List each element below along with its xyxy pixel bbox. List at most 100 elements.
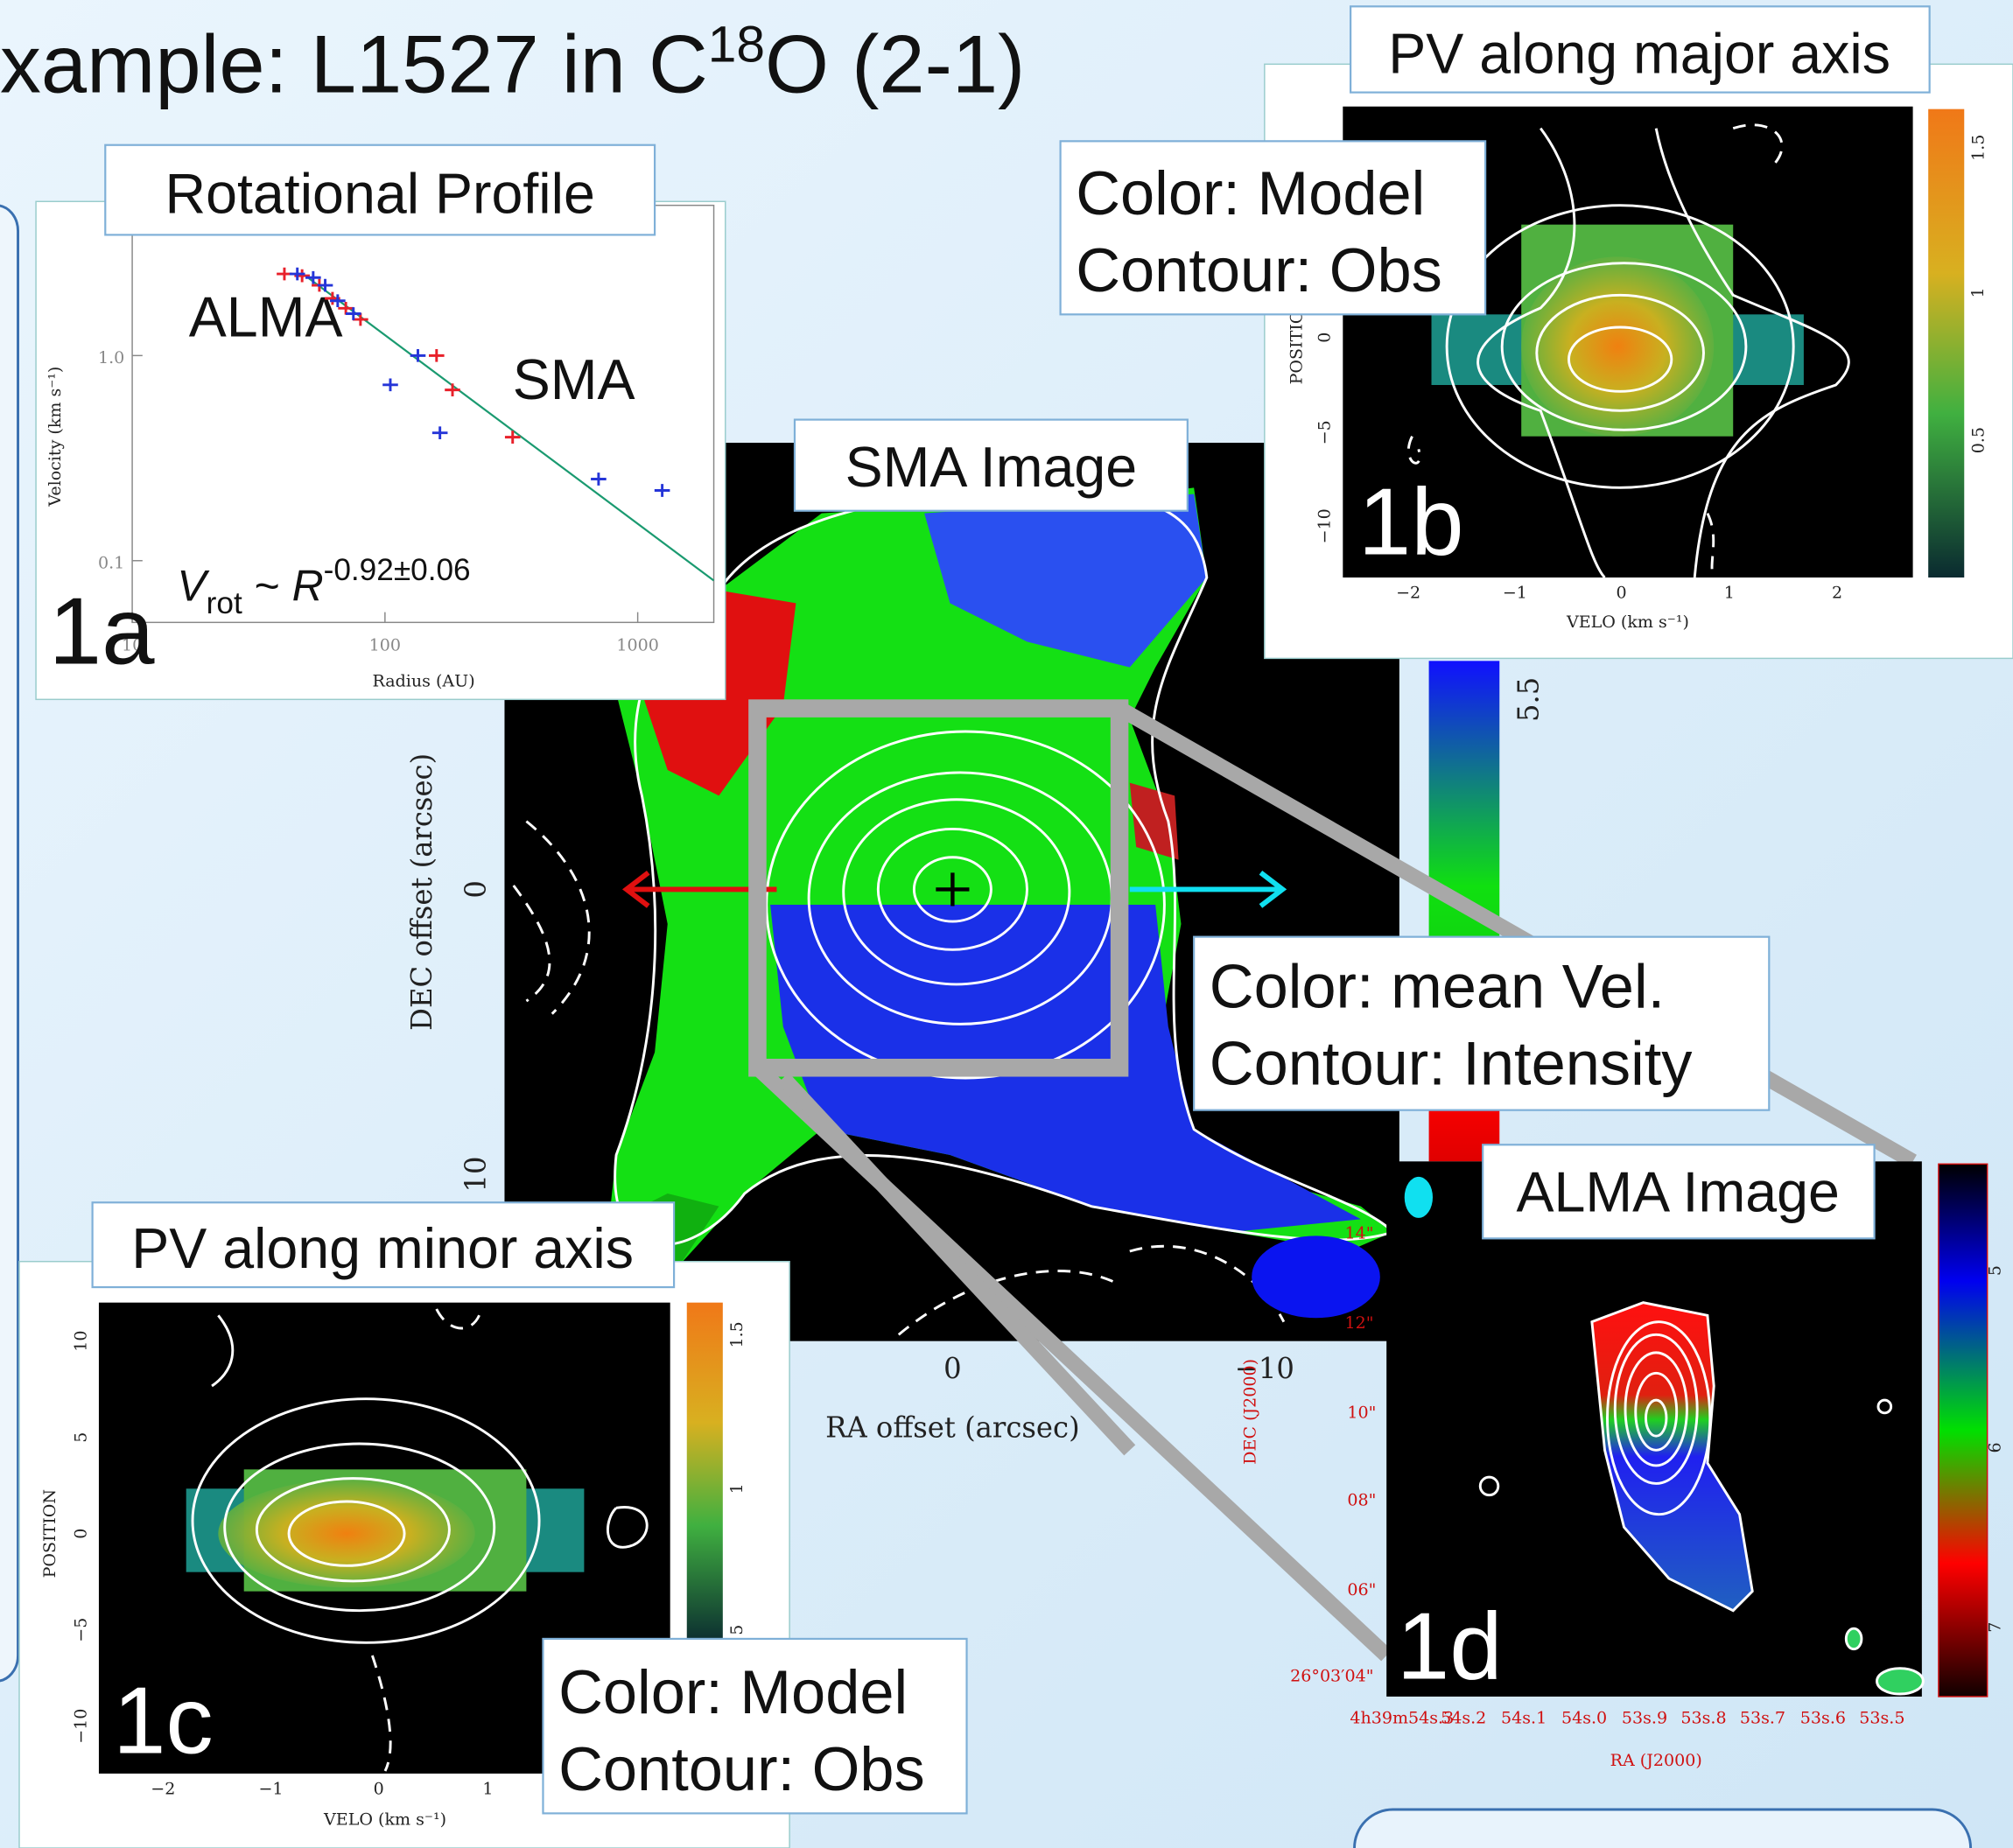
label-box: ALMA Image (1483, 1144, 1874, 1238)
cbar-tick: 1.5 (727, 1321, 747, 1348)
annotation: SMA (513, 348, 635, 411)
label-box: PV along major axis (1350, 6, 1930, 92)
cbar-tick: 5 (727, 1625, 747, 1635)
y-label: POSITION (40, 1489, 60, 1578)
label-box: SMA Image (795, 420, 1188, 511)
x-label: VELO (km s⁻¹) (1566, 612, 1689, 632)
x-label: Radius (AU) (372, 672, 474, 691)
x-label: RA offset (arcsec) (825, 1411, 1080, 1445)
overlay-box: Color: Model Contour: Obs (543, 1639, 966, 1813)
overlay-text: Color: Model (1076, 158, 1425, 228)
y-tick-label: 5 (71, 1432, 90, 1443)
title-text: O (2-1) (765, 18, 1025, 110)
side-box (0, 206, 18, 1682)
y-tick-label: −10 (71, 1709, 90, 1744)
corner-box (1355, 1810, 1971, 1848)
page: {"title":{"pre":"xample: L1527 in C","su… (0, 0, 2013, 1848)
y-tick-label: 12" (1345, 1313, 1374, 1333)
y-tick-label: 10 (71, 1331, 90, 1352)
colorbar (1939, 1164, 1988, 1697)
title-sup: 18 (708, 16, 765, 73)
y-label: Velocity (km s⁻¹) (46, 367, 65, 508)
box-label: PV along major axis (1388, 23, 1890, 86)
y-tick-label: 1.0 (98, 348, 124, 368)
x-tick-label: −2 (1396, 583, 1420, 602)
y-tick-label: 08" (1347, 1490, 1376, 1509)
y-tick-label: 0 (459, 880, 492, 899)
x-tick-label: 100 (369, 636, 401, 655)
label-box: PV along minor axis (93, 1202, 674, 1287)
cbar-tick: 7 (1985, 1622, 2004, 1633)
colorbar (687, 1303, 723, 1646)
slide: xample: L1527 in C18O (2-1) 5.5 DEC offs… (0, 0, 2013, 1848)
x-tick-label: 1 (482, 1779, 493, 1798)
law-part: -0.92±0.06 (324, 553, 471, 587)
y-tick-label: 14" (1345, 1223, 1374, 1242)
x-tick-label: −2 (151, 1779, 175, 1798)
overlay-text: Contour: Intensity (1210, 1028, 1694, 1097)
x-tick-label: 0 (374, 1779, 384, 1798)
beam (1405, 1177, 1433, 1218)
panel-label: 1a (49, 578, 155, 683)
overlay-text: Color: Model (558, 1657, 908, 1726)
shape (1846, 1628, 1862, 1648)
x-tick-label: 2 (1832, 583, 1842, 602)
annotation: ALMA (189, 285, 343, 348)
y-tick-label: −5 (1315, 420, 1335, 444)
slide-title: xample: L1527 in C18O (2-1) (0, 16, 1025, 109)
y-tick-label: 26°03′04" (1290, 1666, 1373, 1685)
x-tick-label: 1 (1724, 583, 1735, 602)
law-part: ~ (242, 561, 292, 610)
y-label: DEC (J2000) (1241, 1359, 1260, 1465)
y-tick-label: 10 (459, 1156, 492, 1192)
y-tick-label: −5 (71, 1618, 90, 1642)
x-tick-label: 53s.5 (1859, 1709, 1904, 1728)
x-tick-label: 4h39m54s.3 (1350, 1709, 1454, 1728)
y-tick-label: 0 (1315, 332, 1335, 343)
x-tick-label: 53s.9 (1622, 1709, 1667, 1728)
x-tick-label: 1000 (616, 636, 658, 655)
x-tick-label: 54s.0 (1561, 1709, 1607, 1728)
overlay-box: Color: Model Contour: Obs (1061, 141, 1486, 314)
panel-label: 1c (113, 1667, 214, 1773)
overlay-text: Contour: Obs (558, 1734, 925, 1803)
x-tick-label: −1 (258, 1779, 283, 1798)
overlay-box: Color: mean Vel. Contour: Intensity (1194, 937, 1769, 1110)
colorbar (1928, 109, 1964, 578)
law-part: R (292, 561, 324, 610)
overlay-text: Color: mean Vel. (1210, 951, 1665, 1020)
x-label: RA (J2000) (1610, 1751, 1702, 1770)
x-tick-label: 53s.8 (1680, 1709, 1726, 1728)
panel-label: 1b (1358, 469, 1464, 575)
cbar-tick: 6 (1985, 1442, 2004, 1452)
box-label: SMA Image (845, 436, 1138, 499)
x-label: VELO (km s⁻¹) (323, 1810, 446, 1830)
y-tick-label: −10 (1315, 508, 1335, 543)
cbar-tick: 0.5 (1968, 427, 1988, 453)
x-tick-label: 54s.1 (1501, 1709, 1547, 1728)
x-tick-label: −1 (1503, 583, 1527, 602)
overlay-text: Contour: Obs (1076, 235, 1442, 304)
cbar-tick: 5 (1985, 1265, 2004, 1276)
y-tick-label: 10" (1347, 1404, 1376, 1423)
cbar-tick: 1.5 (1968, 135, 1988, 161)
box-label: PV along minor axis (131, 1217, 634, 1280)
x-tick-label: 0 (943, 1352, 962, 1385)
x-tick-label: 53s.7 (1740, 1709, 1785, 1728)
title-text: xample: L1527 in C (0, 18, 708, 110)
cbar-tick: 5.5 (1512, 677, 1545, 722)
x-tick-label: 53s.6 (1800, 1709, 1846, 1728)
panel-label: 1d (1397, 1592, 1503, 1698)
shape (1877, 1669, 1924, 1694)
y-tick-label: 0.1 (98, 554, 124, 573)
label-box: Rotational Profile (105, 145, 655, 235)
y-tick-label: 06" (1347, 1580, 1376, 1600)
y-tick-label: 0 (71, 1529, 90, 1539)
x-tick-label: 54s.2 (1441, 1709, 1486, 1728)
cbar-tick: 1 (727, 1483, 747, 1494)
box-label: Rotational Profile (165, 162, 595, 225)
law-part: rot (207, 586, 242, 620)
x-tick-label: 0 (1617, 583, 1627, 602)
beam (1252, 1236, 1380, 1318)
box-label: ALMA Image (1516, 1161, 1839, 1224)
